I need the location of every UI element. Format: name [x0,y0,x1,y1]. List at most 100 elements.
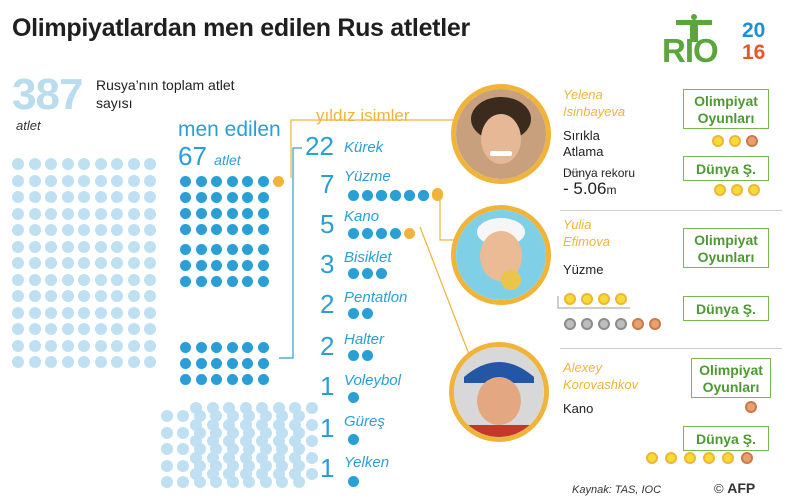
star-dot [273,176,284,187]
page-title: Olimpiyatlardan men edilen Rus atletler [12,14,470,42]
athlete-dot [190,451,202,464]
athlete-dot [111,224,123,236]
athlete-dot [28,240,41,253]
total-number: 387 [12,70,83,119]
sport-count: 22 [305,131,334,161]
athlete-dot [223,468,235,480]
athlete-dot [160,476,173,488]
sport-dot [390,190,401,201]
sport-count: 7 [320,169,335,199]
athlete-dot [61,207,74,220]
banned-dot [180,224,191,235]
banned-dot [211,192,222,203]
divider [560,210,782,211]
athlete-dot [289,468,301,480]
olympic-games-box: Olimpiyat Oyunları [683,89,769,129]
athlete-dot [94,306,107,319]
banned-dot [242,244,253,255]
silver-medal-icon [615,318,627,330]
athlete-dot [28,207,41,220]
sport-count: 2 [320,289,335,319]
athlete-dot [111,306,123,319]
athlete-dot [111,339,123,352]
athlete-dot [45,240,57,253]
banned-dot [242,176,253,187]
athlete-dot [94,224,107,236]
athlete-dot [111,207,123,220]
afp-credit: © AFP [714,480,756,496]
athlete-dot [160,443,173,455]
banned-dot [180,244,191,255]
athlete-dot [28,339,41,352]
athlete-dot [78,224,90,236]
banned-dot [226,192,238,203]
banned-number: 67 atlet [178,141,241,171]
athlete-dot [305,451,318,464]
athlete-dot [78,356,90,368]
banned-dot [195,260,207,271]
athlete-dot [272,402,285,414]
athlete-dot [272,435,285,447]
athlete-dot [94,323,107,335]
athlete-photo-efimova [451,205,551,305]
banned-dot [226,260,238,271]
banned-dot [257,276,269,287]
gold-medal-icon [748,184,760,196]
gold-medal-icon [712,135,724,147]
olympic-games-box: Olimpiyat Oyunları [691,358,771,398]
athlete-dot [206,468,219,480]
christ-statue-icon [676,14,712,42]
athlete-dot [45,306,57,319]
athlete-dot [78,257,90,269]
athlete-dot [61,339,74,352]
world-championship-box: Dünya Ş. [683,296,769,321]
banned-dot [242,208,253,219]
sport-dot [348,228,359,239]
sport-count: 1 [320,453,335,483]
sport-name: Kürek [344,139,384,156]
banned-dot [195,244,207,255]
banned-dot [195,342,207,353]
banned-dot [180,260,191,271]
sport-name: Yüzme [344,168,391,185]
sport-count: 1 [320,413,335,443]
sport-dot [376,268,387,279]
gold-medal-icon [615,293,627,305]
athlete-dot [223,418,235,431]
athlete-dot [28,158,41,170]
bronze-medal-icon [746,135,758,147]
athlete-dot [45,339,57,352]
athlete-dot [94,174,107,187]
athlete-dot [61,306,74,319]
athlete-dot [144,224,156,236]
athlete-dot [160,410,173,422]
athlete-dot [160,459,173,472]
athlete-dot [239,435,252,447]
banned-dot [195,224,207,235]
banned-dot [195,374,207,385]
banned-dot [226,276,238,287]
athlete-dot [144,339,156,352]
athlete-dot [45,257,57,269]
silver-medal-icon [581,318,593,330]
banned-dot [257,244,269,255]
world-championship-box: Dünya Ş. [683,156,769,181]
sport-name: Kano [344,208,380,225]
athlete-dot [127,224,140,236]
athlete-dot [305,402,318,414]
divider [560,348,782,349]
athlete-dot [127,240,140,253]
athlete-dot [111,323,123,335]
sport-dot [376,190,387,201]
athlete-dot [190,402,202,414]
athlete-dot [94,273,107,286]
athlete-dot [289,418,301,431]
athlete-dot [256,402,268,414]
sport-dot [348,190,359,201]
athlete-dot [177,443,189,455]
banned-dot [257,176,269,187]
athlete-dot [206,418,219,431]
athlete-dot [12,273,24,286]
athlete-dot [61,273,74,286]
